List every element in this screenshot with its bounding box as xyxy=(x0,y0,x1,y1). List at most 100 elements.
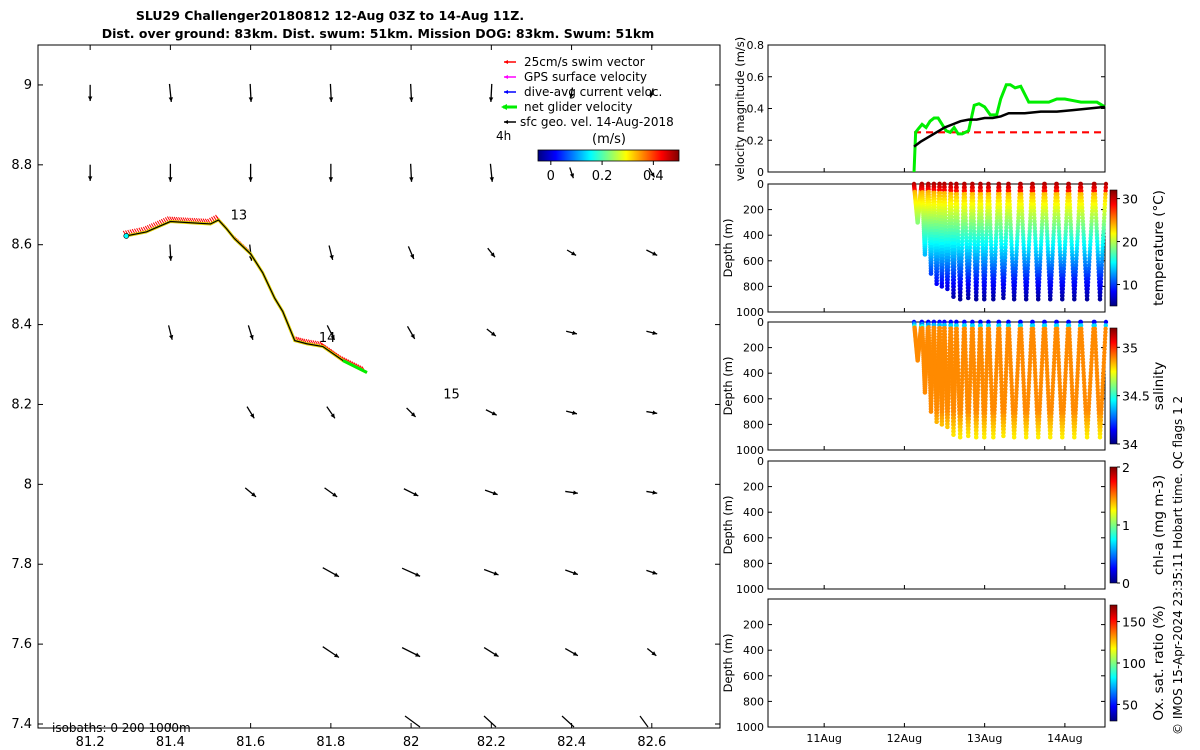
profile-sample-up xyxy=(1099,397,1105,403)
profile-sample-up xyxy=(1025,414,1030,420)
profile-sample-down xyxy=(942,187,947,193)
profile-sample-down xyxy=(1008,222,1013,227)
profile-sample-up xyxy=(1086,411,1091,416)
profile-sample-down xyxy=(955,360,961,365)
profile-sample-up xyxy=(1090,205,1095,210)
profile-sample-down xyxy=(1069,242,1074,248)
profile-sample-down xyxy=(1094,363,1099,369)
profile-sample-up xyxy=(1001,285,1007,291)
profile-sample-down xyxy=(949,333,954,338)
profile-sample-up xyxy=(966,416,971,422)
profile-sample-down xyxy=(1083,401,1088,406)
profile-sample-up xyxy=(984,219,990,224)
profile-sample-up xyxy=(975,259,980,265)
profile-sample-down xyxy=(1070,404,1076,409)
profile-sample-down xyxy=(999,380,1004,385)
profile-sample-down xyxy=(1044,229,1050,234)
profile-sample-down xyxy=(943,215,948,221)
profile-sample-up xyxy=(1062,256,1067,261)
geo-arrow-head xyxy=(569,93,574,99)
profile-sample-down xyxy=(1032,363,1038,369)
profile-sample-up xyxy=(1025,411,1030,416)
profile-sample-up xyxy=(1026,380,1032,386)
profile-sample-up xyxy=(1036,421,1042,426)
profile-sample-down xyxy=(963,228,969,234)
profile-sample-down xyxy=(1044,357,1049,362)
profile-sample-down xyxy=(997,205,1003,210)
profile-frame xyxy=(767,183,1106,313)
profile-sample-up xyxy=(1024,280,1030,285)
profile-sample-up xyxy=(1087,249,1093,254)
profile-sample-down xyxy=(1067,336,1072,342)
profile-sample-down xyxy=(942,335,948,340)
profile-sample-up xyxy=(1101,370,1106,376)
profile-sample-down xyxy=(1069,380,1074,386)
profile-sample-up xyxy=(951,274,957,279)
profile-sample-up xyxy=(966,413,972,419)
profile-sample-up xyxy=(1099,263,1104,268)
profile-sample-up xyxy=(960,363,965,369)
profile-sample-down xyxy=(1042,188,1048,193)
profile-sample-down xyxy=(1008,225,1013,231)
profile-sample-up xyxy=(1004,353,1009,358)
profile-sample-down xyxy=(963,353,968,358)
profile-sample-up xyxy=(1014,242,1020,248)
profile-sample-down xyxy=(1019,346,1025,352)
profile-sample-up xyxy=(1028,208,1033,214)
profile-sample-up xyxy=(1014,246,1019,251)
profile-sample-down xyxy=(1082,252,1087,258)
profile-sample-up xyxy=(1013,404,1018,409)
profile-sample-down xyxy=(1068,367,1074,372)
profile-sample-up xyxy=(974,286,979,292)
profile-sample-up xyxy=(946,249,951,255)
profile-sample-up xyxy=(1049,401,1055,406)
map-y-tick-label: 7.6 xyxy=(11,637,32,652)
profile-sample-up xyxy=(982,297,987,302)
profile-sample-up xyxy=(967,376,973,382)
profile-sample-up xyxy=(959,256,964,261)
map-y-tick-label: 9 xyxy=(24,78,32,93)
profile-sample-down xyxy=(954,191,960,197)
profile-sample-down xyxy=(1055,340,1061,345)
profile-sample-up xyxy=(1061,273,1066,278)
profile-sample-down xyxy=(1081,374,1087,379)
profile-sample-up xyxy=(1036,280,1042,285)
profile-sample-up xyxy=(1061,404,1067,409)
profile-sample-down xyxy=(1032,222,1037,227)
map-x-tick-label: 82.4 xyxy=(557,735,586,750)
profile-sample-up xyxy=(966,427,971,432)
profile-sample-up xyxy=(1003,376,1009,382)
profile-sample-up xyxy=(1099,404,1104,409)
profile-sample-down xyxy=(964,376,969,382)
profile-sample-down xyxy=(1083,404,1088,409)
profile-colorbar xyxy=(1109,189,1118,307)
profile-sample-up xyxy=(992,263,998,268)
profile-sample-down xyxy=(963,208,968,214)
profile-sample-up xyxy=(1099,401,1104,406)
profile-sample-down xyxy=(989,256,994,261)
profile-sample-up xyxy=(1014,390,1019,396)
geo-arrow-head xyxy=(330,413,335,419)
profile-sample-down xyxy=(955,208,960,214)
profile-sample-up xyxy=(967,390,972,395)
profile-sample-up xyxy=(934,281,939,287)
profile-sample-up xyxy=(1076,205,1082,210)
profile-sample-up xyxy=(982,418,988,423)
profile-sample-up xyxy=(992,256,998,261)
profile-sample-up xyxy=(1025,259,1031,265)
profile-sample-down xyxy=(949,198,954,203)
legend-label-dac: dive-avg current veloc. xyxy=(524,85,662,99)
profile-sample-down xyxy=(943,356,948,362)
profile-sample-up xyxy=(1101,229,1106,234)
profile-sample-down xyxy=(1020,215,1025,221)
profile-sample-down xyxy=(1055,191,1060,197)
profile-sample-down xyxy=(1056,350,1061,355)
profile-sample-up xyxy=(966,410,972,415)
profile-sample-down xyxy=(1056,222,1061,227)
profile-sample-down xyxy=(955,343,960,348)
profile-sample-up xyxy=(959,242,965,248)
profile-sample-down xyxy=(964,238,969,244)
profile-sample-down xyxy=(997,198,1002,203)
profile-sample-down xyxy=(949,214,954,220)
profile-sample-up xyxy=(1072,280,1078,285)
